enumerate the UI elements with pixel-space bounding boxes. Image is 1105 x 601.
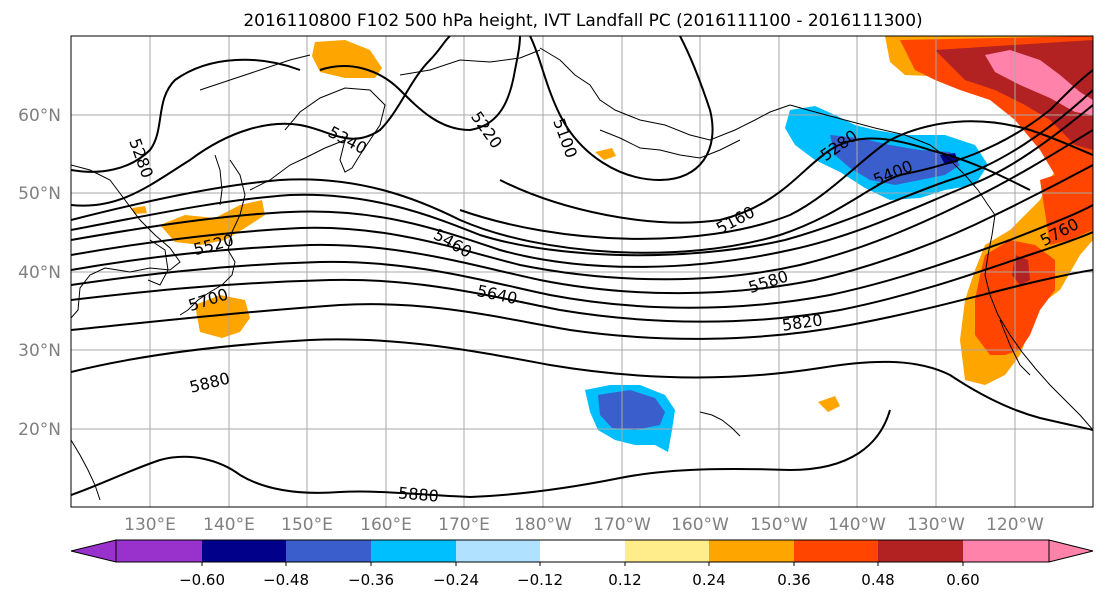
- colorbar-segment: [794, 540, 878, 562]
- coast-okhotsk-north: [199, 54, 311, 91]
- contour-5460: [71, 89, 1093, 257]
- ivt-positive-california-core: [1012, 255, 1030, 285]
- colorbar-extend-high: [1048, 539, 1094, 563]
- colorbar-segment: [286, 540, 371, 562]
- longitude-label: 150°W: [750, 515, 808, 535]
- coast-alaska-west: [539, 47, 791, 141]
- contour-5280-west: [71, 58, 301, 173]
- colorbar-tick-label: −0.48: [263, 571, 309, 589]
- ivt-negative-gulf-alaska-core: [830, 135, 960, 185]
- coast-baja: [999, 319, 1031, 376]
- latitude-labels: 20°N 30°N 40°N 50°N 60°N: [18, 106, 61, 440]
- colorbar-segment: [625, 540, 709, 562]
- latitude-label: 50°N: [18, 184, 61, 204]
- ivt-positive-japan-south: [195, 295, 250, 338]
- colorbar-tick-label: −0.24: [433, 571, 479, 589]
- coast-aleutians: [599, 129, 741, 159]
- colorbar-segment: [878, 540, 963, 562]
- longitude-label: 170°E: [438, 515, 490, 535]
- longitude-labels: 130°E 140°E 150°E 160°E 170°E 180°W 170°…: [124, 515, 1044, 535]
- contour-label: 5880: [397, 483, 439, 505]
- colorbar-tick-label: −0.36: [348, 571, 394, 589]
- contour-5400: [71, 69, 1093, 254]
- longitude-label: 140°E: [203, 515, 255, 535]
- coast-kamchatka: [284, 87, 386, 173]
- coast-korea: [147, 239, 169, 286]
- contour-5160: [499, 137, 1031, 224]
- coast-philippines: [71, 439, 101, 501]
- contour-5520: [71, 104, 1093, 268]
- colorbar-tick-label: −0.60: [179, 571, 225, 589]
- longitude-label: 130°E: [124, 515, 176, 535]
- ivt-positive-northwest-max: [985, 50, 1093, 115]
- colorbar-tick-label: −0.12: [517, 571, 563, 589]
- contour-5220: [319, 36, 521, 132]
- colorbar-tick-label: 0.48: [861, 571, 894, 589]
- colorbar-segment: [202, 540, 286, 562]
- colorbar: −0.60 −0.48 −0.36 −0.24 −0.12 0.12 0.24 …: [70, 539, 1094, 589]
- longitude-label: 160°E: [360, 515, 412, 535]
- colorbar-ticks: [201, 562, 964, 566]
- coast-hawaii: [699, 411, 741, 437]
- longitude-label: 130°W: [907, 515, 965, 535]
- colorbar-segment: [540, 540, 625, 562]
- ivt-positive-japan-north: [160, 200, 265, 245]
- contour-5280-east: [459, 120, 1093, 240]
- latitude-label: 60°N: [18, 106, 61, 126]
- ivt-positive-patch-sea: [132, 206, 147, 214]
- coast-north-america-west: [984, 214, 1093, 431]
- ivt-positive-patch-145w: [818, 396, 840, 412]
- contour-5580: [71, 129, 1093, 281]
- longitude-label: 150°E: [281, 515, 333, 535]
- latitude-label: 20°N: [18, 420, 61, 440]
- contour-5640: [71, 164, 1093, 295]
- colorbar-tick-labels: −0.60 −0.48 −0.36 −0.24 −0.12 0.12 0.24 …: [179, 571, 980, 589]
- contour-5100: [529, 36, 714, 182]
- latitude-label: 30°N: [18, 341, 61, 361]
- coast-chukotka: [399, 49, 541, 76]
- colorbar-tick-label: 0.36: [777, 571, 810, 589]
- coast-asia-mainland: [71, 164, 181, 319]
- colorbar-extend-low: [70, 539, 117, 563]
- colorbar-tick-label: 0.60: [946, 571, 979, 589]
- coast-sakhalin: [214, 154, 223, 206]
- contour-5340: [71, 36, 451, 207]
- longitude-label: 120°W: [986, 515, 1044, 535]
- colorbar-tick-label: 0.12: [608, 571, 641, 589]
- coast-japan: [179, 159, 246, 316]
- figure-title: 2016110800 F102 500 hPa height, IVT Land…: [243, 11, 922, 31]
- contour-5760: [71, 231, 1093, 323]
- longitude-label: 180°W: [514, 515, 572, 535]
- contour-5700: [71, 204, 1093, 309]
- gridlines: [71, 36, 1093, 507]
- colorbar-tick-label: 0.24: [692, 571, 725, 589]
- longitude-label: 140°W: [828, 515, 886, 535]
- colorbar-segment: [709, 540, 794, 562]
- colorbar-segment: [371, 540, 456, 562]
- ivt-negative-subtropical-core: [598, 390, 665, 430]
- map-frame: [70, 35, 1094, 508]
- colorbar-segment: [116, 540, 202, 562]
- coastlines: [71, 47, 1093, 501]
- contour-5880-south: [71, 409, 891, 499]
- contour-5820: [71, 269, 1093, 340]
- colorbar-segment: [963, 540, 1049, 562]
- colorbar-frame: [115, 539, 1050, 563]
- longitude-label: 160°W: [671, 515, 729, 535]
- contour-5880-north: [71, 338, 1093, 431]
- ivt-positive-patch-168w: [595, 148, 616, 160]
- colorbar-segment: [456, 540, 540, 562]
- latitude-label: 40°N: [18, 263, 61, 283]
- height-contours: [71, 36, 1093, 499]
- longitude-label: 170°W: [593, 515, 651, 535]
